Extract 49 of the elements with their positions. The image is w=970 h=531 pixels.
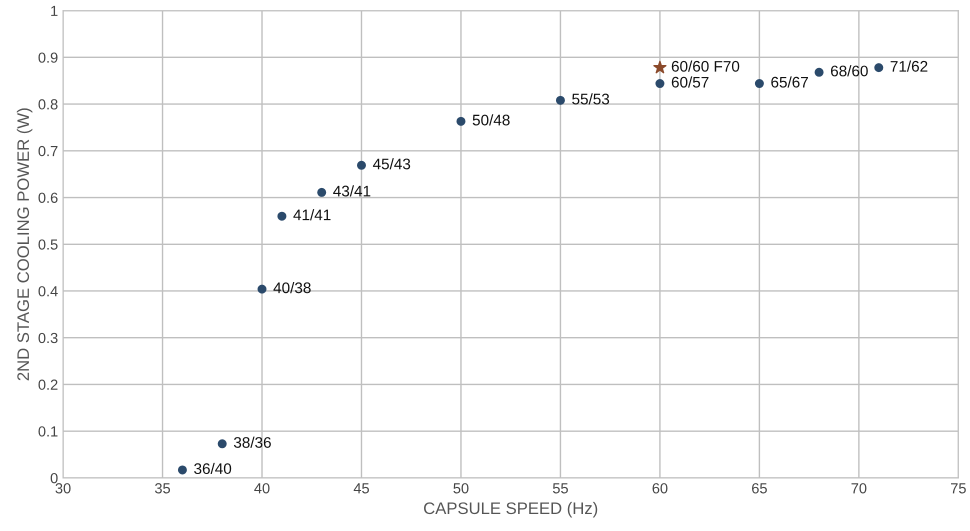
y-tick-label: 0.2 — [38, 380, 58, 390]
x-tick-label: 60 — [652, 483, 668, 494]
x-tick-label: 45 — [354, 483, 369, 494]
x-tick-label: 65 — [752, 483, 767, 494]
point — [317, 188, 326, 197]
point — [556, 96, 565, 105]
y-tick-label: 0.7 — [38, 146, 58, 156]
x-axis-title: CAPSULE SPEED (Hz) — [424, 502, 598, 518]
y-tick-label: 0.5 — [38, 239, 58, 250]
point — [178, 465, 187, 474]
annotation: 38/36 — [234, 436, 271, 448]
y-tick-label: 0.3 — [38, 332, 58, 344]
point — [874, 63, 884, 72]
point — [356, 160, 366, 170]
y-tick-label: 0.9 — [38, 52, 58, 63]
annotation: 71/62 — [890, 60, 928, 72]
x-tick-label: 50 — [453, 483, 469, 494]
annotation: 41/41 — [293, 209, 330, 220]
point — [814, 68, 824, 77]
annotation: 40/38 — [273, 282, 311, 294]
point — [754, 79, 764, 88]
x-tick-label: 30 — [55, 483, 71, 494]
y-tick-label: 0.6 — [38, 192, 58, 203]
y-tick-label: 0.4 — [38, 286, 58, 296]
y-tick-label: 0.1 — [38, 426, 58, 437]
annotation: 60/60 F70 — [672, 60, 740, 72]
point — [277, 212, 286, 221]
annotation: 68/60 — [830, 65, 868, 76]
x-tick-label: 40 — [254, 483, 270, 494]
x-tick-label: 35 — [154, 483, 170, 494]
x-tick-label: 70 — [852, 483, 866, 494]
annotation: 36/40 — [194, 462, 232, 474]
annotation: 43/41 — [333, 185, 370, 196]
y-tick-label: 1 — [51, 6, 58, 16]
annotation: 65/67 — [771, 76, 808, 88]
x-tick-label: 75 — [951, 483, 966, 494]
y-tick-label: 0.8 — [38, 99, 58, 110]
annotation: 50/48 — [472, 114, 510, 126]
point — [655, 79, 664, 88]
point — [456, 116, 466, 126]
point — [218, 439, 227, 448]
annotation: 60/57 — [672, 76, 708, 88]
point — [653, 60, 667, 74]
y-tick-label: 0 — [50, 473, 58, 484]
x-tick-label: 55 — [552, 483, 568, 494]
annotation: 45/43 — [372, 158, 410, 170]
annotation: 55/53 — [572, 93, 610, 104]
point — [258, 284, 267, 294]
y-axis-title: 2ND STAGE COOLING POWER (W) — [16, 108, 32, 380]
